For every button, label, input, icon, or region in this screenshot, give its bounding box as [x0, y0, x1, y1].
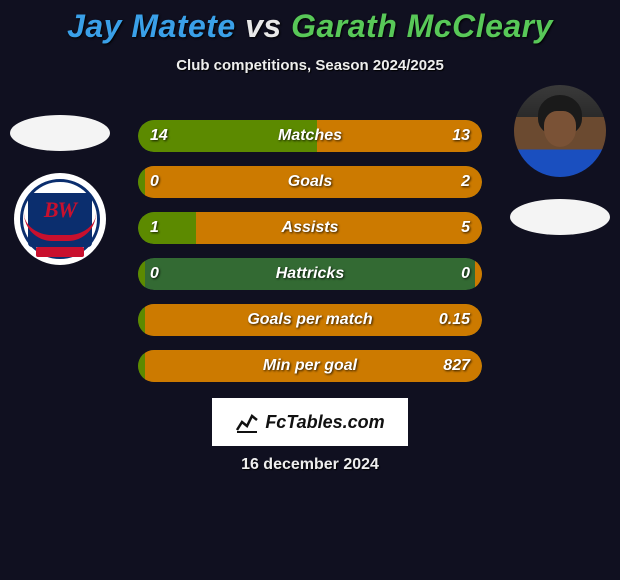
- stats-chart: 14Matches130Goals21Assists50Hattricks0Go…: [138, 120, 482, 396]
- left-avatar-group: BW: [10, 115, 110, 265]
- stat-row: 1Assists5: [138, 212, 482, 244]
- stat-value-right: 0.15: [439, 304, 470, 336]
- stat-label: Min per goal: [138, 350, 482, 382]
- date-label: 16 december 2024: [0, 456, 620, 474]
- player1-name: Jay Matete: [67, 8, 236, 44]
- stat-value-right: 0: [461, 258, 470, 290]
- right-avatar-group: [510, 115, 610, 235]
- stat-row: Goals per match0.15: [138, 304, 482, 336]
- stat-value-right: 5: [461, 212, 470, 244]
- right-ellipse: [510, 199, 610, 235]
- stat-row: Min per goal827: [138, 350, 482, 382]
- stat-row: 0Hattricks0: [138, 258, 482, 290]
- player2-photo: [514, 85, 606, 177]
- stat-label: Goals per match: [138, 304, 482, 336]
- subtitle: Club competitions, Season 2024/2025: [0, 57, 620, 74]
- stat-value-right: 2: [461, 166, 470, 198]
- stat-label: Goals: [138, 166, 482, 198]
- left-ellipse: [10, 115, 110, 151]
- player2-name: Garath McCleary: [291, 8, 553, 44]
- stat-label: Hattricks: [138, 258, 482, 290]
- stat-row: 14Matches13: [138, 120, 482, 152]
- comparison-title: Jay Matete vs Garath McCleary: [0, 0, 620, 45]
- stat-label: Matches: [138, 120, 482, 152]
- chart-icon: [235, 410, 259, 434]
- stat-value-right: 827: [443, 350, 470, 382]
- player1-club-badge: BW: [14, 173, 106, 265]
- brand-text: FcTables.com: [265, 412, 384, 433]
- stat-label: Assists: [138, 212, 482, 244]
- brand-box: FcTables.com: [212, 398, 408, 446]
- stat-value-right: 13: [452, 120, 470, 152]
- vs-label: vs: [245, 8, 282, 44]
- stat-row: 0Goals2: [138, 166, 482, 198]
